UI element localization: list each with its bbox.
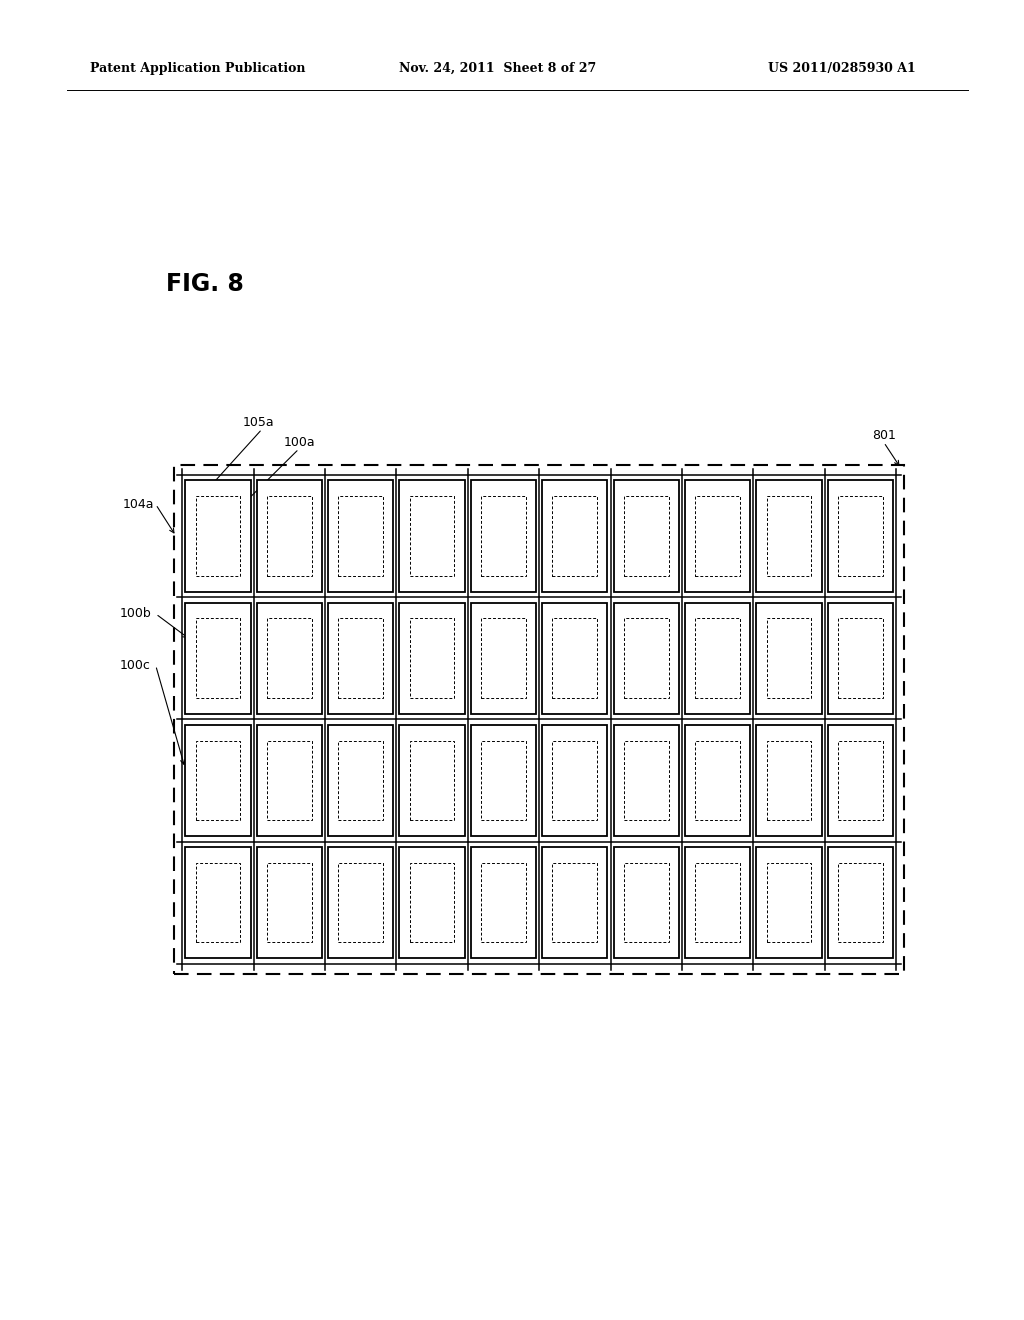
Bar (481, 863, 526, 942)
Bar (185, 847, 251, 958)
Bar (757, 725, 821, 837)
Bar (196, 863, 241, 942)
Bar (624, 618, 669, 698)
Bar (174, 465, 904, 974)
Bar (838, 496, 883, 576)
Bar (267, 496, 311, 576)
Text: 100c: 100c (120, 659, 151, 672)
Bar (543, 847, 607, 958)
Bar (827, 847, 893, 958)
Text: Nov. 24, 2011  Sheet 8 of 27: Nov. 24, 2011 Sheet 8 of 27 (399, 62, 597, 75)
Bar (624, 863, 669, 942)
Text: 100a: 100a (284, 436, 314, 449)
Bar (757, 480, 821, 591)
Bar (196, 618, 241, 698)
Text: 104a: 104a (123, 498, 154, 511)
Bar (685, 847, 751, 958)
Bar (827, 602, 893, 714)
Bar (624, 496, 669, 576)
Bar (685, 602, 751, 714)
Bar (685, 480, 751, 591)
Bar (338, 741, 383, 820)
Bar (257, 725, 322, 837)
Bar (767, 618, 811, 698)
Bar (827, 480, 893, 591)
Bar (257, 847, 322, 958)
Bar (410, 496, 455, 576)
Bar (543, 725, 607, 837)
Bar (757, 847, 821, 958)
Bar (257, 480, 322, 591)
Bar (338, 863, 383, 942)
Bar (338, 496, 383, 576)
Bar (767, 863, 811, 942)
Bar (328, 725, 393, 837)
Text: FIG. 8: FIG. 8 (166, 272, 244, 296)
Bar (257, 602, 322, 714)
Bar (613, 725, 679, 837)
Bar (481, 496, 526, 576)
Bar (553, 496, 597, 576)
Bar (695, 741, 740, 820)
Bar (328, 847, 393, 958)
Bar (196, 496, 241, 576)
Bar (613, 847, 679, 958)
Bar (267, 741, 311, 820)
Bar (399, 725, 465, 837)
Bar (838, 863, 883, 942)
Bar (410, 618, 455, 698)
Bar (543, 602, 607, 714)
Bar (838, 618, 883, 698)
Text: Patent Application Publication: Patent Application Publication (90, 62, 305, 75)
Text: 105a: 105a (243, 416, 273, 429)
Bar (553, 741, 597, 820)
Bar (328, 480, 393, 591)
Bar (543, 480, 607, 591)
Bar (695, 863, 740, 942)
Bar (553, 618, 597, 698)
Bar (481, 741, 526, 820)
Bar (695, 618, 740, 698)
Bar (471, 725, 537, 837)
Bar (196, 741, 241, 820)
Bar (767, 496, 811, 576)
Bar (410, 741, 455, 820)
Bar (695, 496, 740, 576)
Bar (185, 602, 251, 714)
Text: 100b: 100b (119, 607, 152, 620)
Bar (624, 741, 669, 820)
Bar (338, 618, 383, 698)
Bar (185, 725, 251, 837)
Bar (481, 618, 526, 698)
Bar (328, 602, 393, 714)
Text: 801: 801 (871, 429, 896, 442)
Bar (471, 602, 537, 714)
Bar (553, 863, 597, 942)
Text: US 2011/0285930 A1: US 2011/0285930 A1 (768, 62, 915, 75)
Bar (613, 480, 679, 591)
Bar (399, 602, 465, 714)
Bar (267, 618, 311, 698)
Bar (613, 602, 679, 714)
Bar (685, 725, 751, 837)
Bar (827, 725, 893, 837)
Bar (767, 741, 811, 820)
Bar (471, 847, 537, 958)
Bar (185, 480, 251, 591)
Bar (399, 847, 465, 958)
Bar (838, 741, 883, 820)
Bar (399, 480, 465, 591)
Bar (410, 863, 455, 942)
Bar (757, 602, 821, 714)
Bar (267, 863, 311, 942)
Bar (471, 480, 537, 591)
